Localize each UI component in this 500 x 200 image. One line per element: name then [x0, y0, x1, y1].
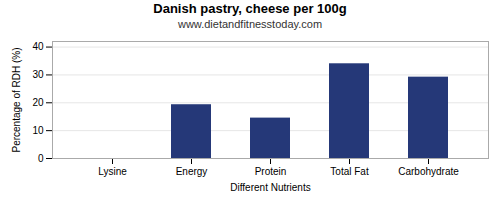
svg-text:20: 20 — [32, 97, 44, 108]
svg-text:0: 0 — [38, 153, 44, 164]
html-text:Danish pastry, cheese per 100g: Danish pastry, cheese per 100g — [153, 1, 347, 16]
svg-text:Percentage of RDH (%): Percentage of RDH (%) — [11, 47, 22, 152]
svg-text:Total Fat: Total Fat — [330, 166, 369, 177]
svg-text:Energy: Energy — [176, 166, 208, 177]
svg-text:40: 40 — [32, 41, 44, 52]
svg-text:Carbohydrate: Carbohydrate — [398, 166, 459, 177]
html-text:www.dietandfitnesstoday.com: www.dietandfitnesstoday.com — [178, 18, 322, 30]
svg-text:Protein: Protein — [255, 166, 287, 177]
svg-text:Lysine: Lysine — [98, 166, 127, 177]
svg-text:30: 30 — [32, 69, 44, 80]
svg-text:Different Nutrients: Different Nutrients — [230, 182, 310, 193]
svg-text:10: 10 — [32, 125, 44, 136]
